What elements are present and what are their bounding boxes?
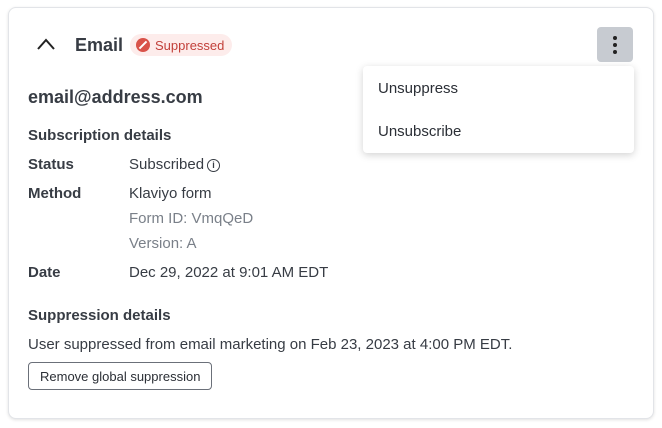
chevron-up-icon[interactable] [37,38,55,50]
info-icon[interactable]: i [207,159,221,172]
status-text: Subscribed [129,156,205,173]
options-menu: Unsuppress Unsubscribe [363,66,634,153]
menu-item-unsuppress[interactable]: Unsuppress [378,80,459,97]
suppressed-badge: Suppressed [130,34,233,56]
method-value: Klaviyo form [129,185,212,202]
more-options-button[interactable] [597,27,633,62]
email-address: email@address.com [28,87,203,107]
form-id: Form ID: VmqQeD [129,210,254,227]
status-label: Status [28,156,74,173]
remove-suppression-button[interactable]: Remove global suppression [28,362,213,390]
status-value: Subscribed i [129,156,221,173]
card-title: Email [75,35,124,55]
form-version: Version: A [129,235,197,252]
date-value: Dec 29, 2022 at 9:01 AM EDT [129,264,329,281]
suppression-heading: Suppression details [28,307,171,324]
badge-label: Suppressed [155,37,225,53]
menu-item-unsubscribe[interactable]: Unsubscribe [378,123,462,140]
suppression-text: User suppressed from email marketing on … [28,336,513,353]
method-label: Method [28,185,82,202]
subscription-heading: Subscription details [28,127,172,144]
blocked-icon [136,38,150,52]
date-label: Date [28,264,61,281]
